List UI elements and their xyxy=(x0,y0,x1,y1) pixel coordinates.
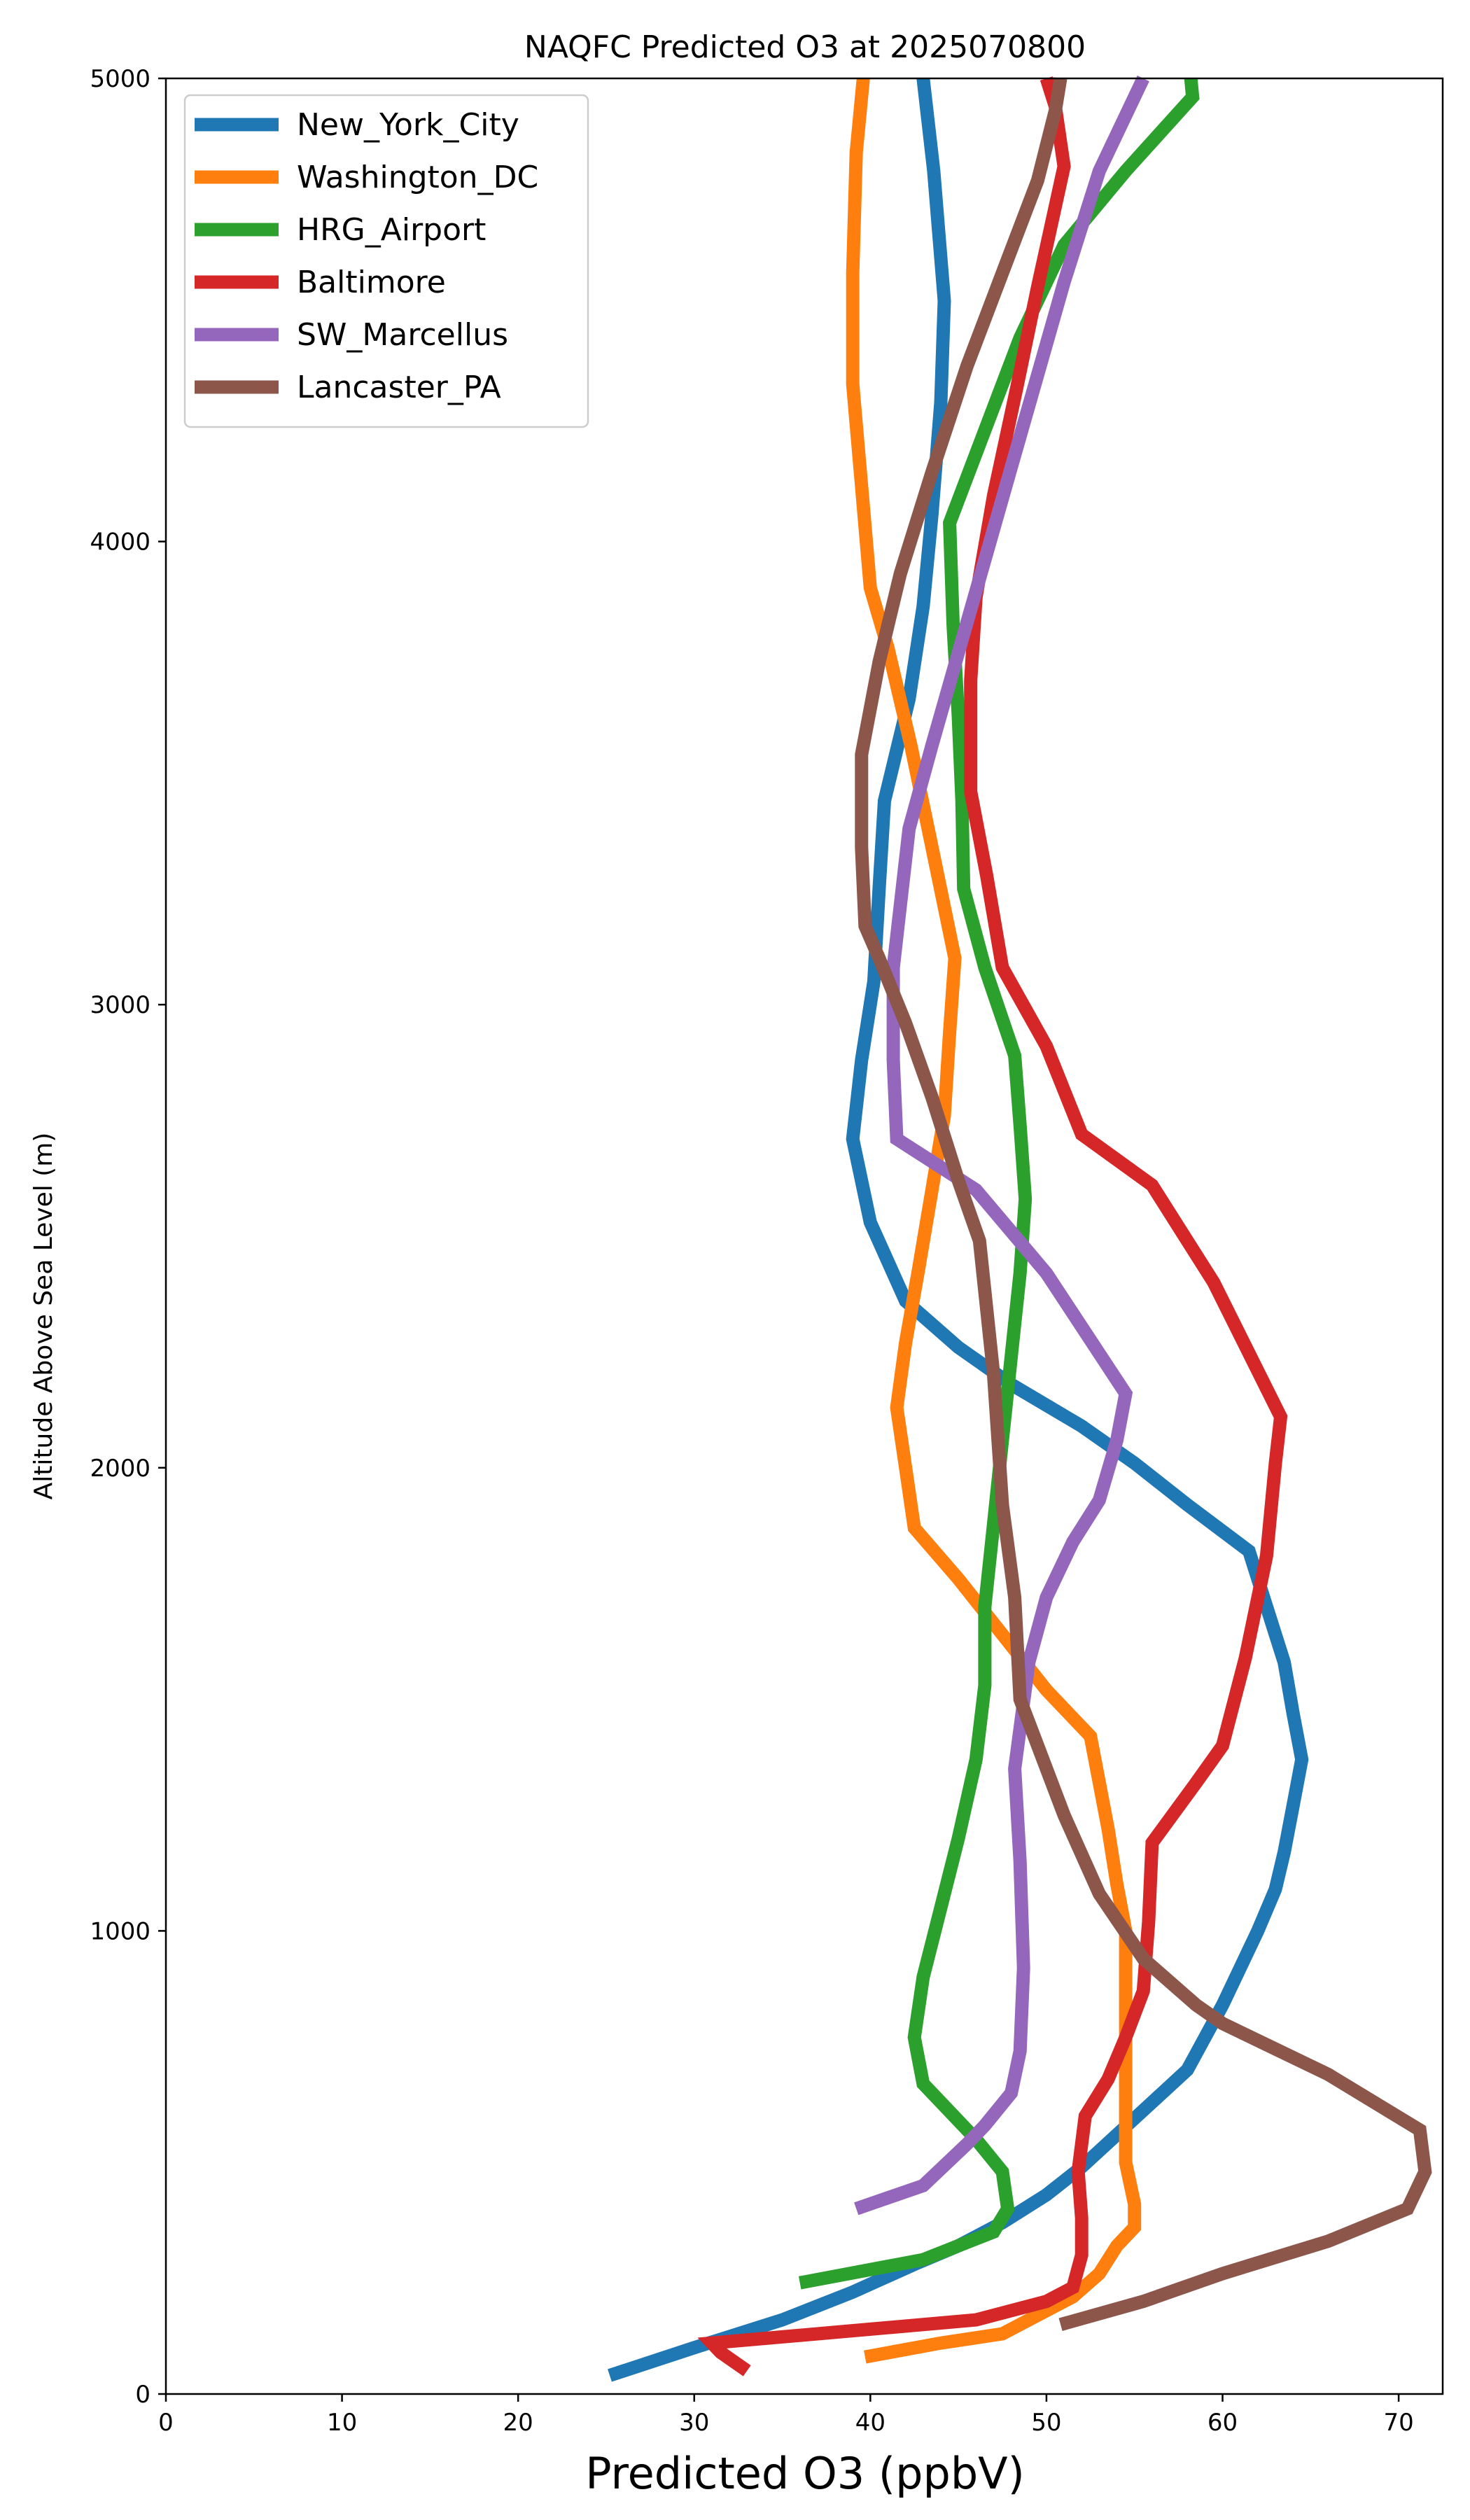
series-line-lancaster-pa xyxy=(855,77,1432,2331)
legend: New_York_City Washington_DC HRG_Airport Bal… xyxy=(183,94,589,428)
y-tick-label: 0 xyxy=(135,2381,150,2409)
y-axis-ticks: 0 1000 2000 3000 4000 5000 xyxy=(90,65,166,2409)
x-axis-ticks: 0 10 20 30 40 50 60 70 xyxy=(158,2394,1414,2437)
x-tick-label: 40 xyxy=(855,2409,886,2437)
series-layer xyxy=(608,75,1432,2382)
y-tick-label: 4000 xyxy=(90,528,150,556)
series-line-new-york-city xyxy=(608,77,1309,2382)
plot-frame xyxy=(164,77,1444,2395)
series-line-sw-marcellus xyxy=(854,75,1149,2216)
x-axis-label: Predicted O3 (ppbV) xyxy=(585,2448,1025,2499)
x-tick-label: 10 xyxy=(327,2409,357,2437)
y-axis-label: Altitude Above Sea Level (m) xyxy=(29,1133,58,1500)
legend-label: SW_Marcellus xyxy=(297,317,508,353)
legend-label: HRG_Airport xyxy=(297,212,486,248)
x-tick-label: 60 xyxy=(1208,2409,1238,2437)
legend-label: Lancaster_PA xyxy=(297,370,501,405)
y-tick-label: 1000 xyxy=(90,1917,150,1945)
x-tick-label: 70 xyxy=(1383,2409,1413,2437)
chart-title: NAQFC Predicted O3 at 2025070800 xyxy=(524,29,1086,65)
x-tick-label: 30 xyxy=(679,2409,709,2437)
y-tick-label: 5000 xyxy=(90,65,150,93)
legend-label: New_York_City xyxy=(297,107,519,143)
x-tick-label: 20 xyxy=(503,2409,533,2437)
series-line-baltimore xyxy=(697,76,1288,2376)
legend-box xyxy=(183,94,589,428)
x-tick-label: 50 xyxy=(1031,2409,1061,2437)
legend-label: Baltimore xyxy=(297,265,446,300)
x-tick-label: 0 xyxy=(158,2409,174,2437)
series-line-hrg-airport xyxy=(798,78,1200,2290)
legend-label: Washington_DC xyxy=(297,160,538,195)
y-tick-label: 2000 xyxy=(90,1455,150,1483)
y-tick-label: 3000 xyxy=(90,991,150,1019)
